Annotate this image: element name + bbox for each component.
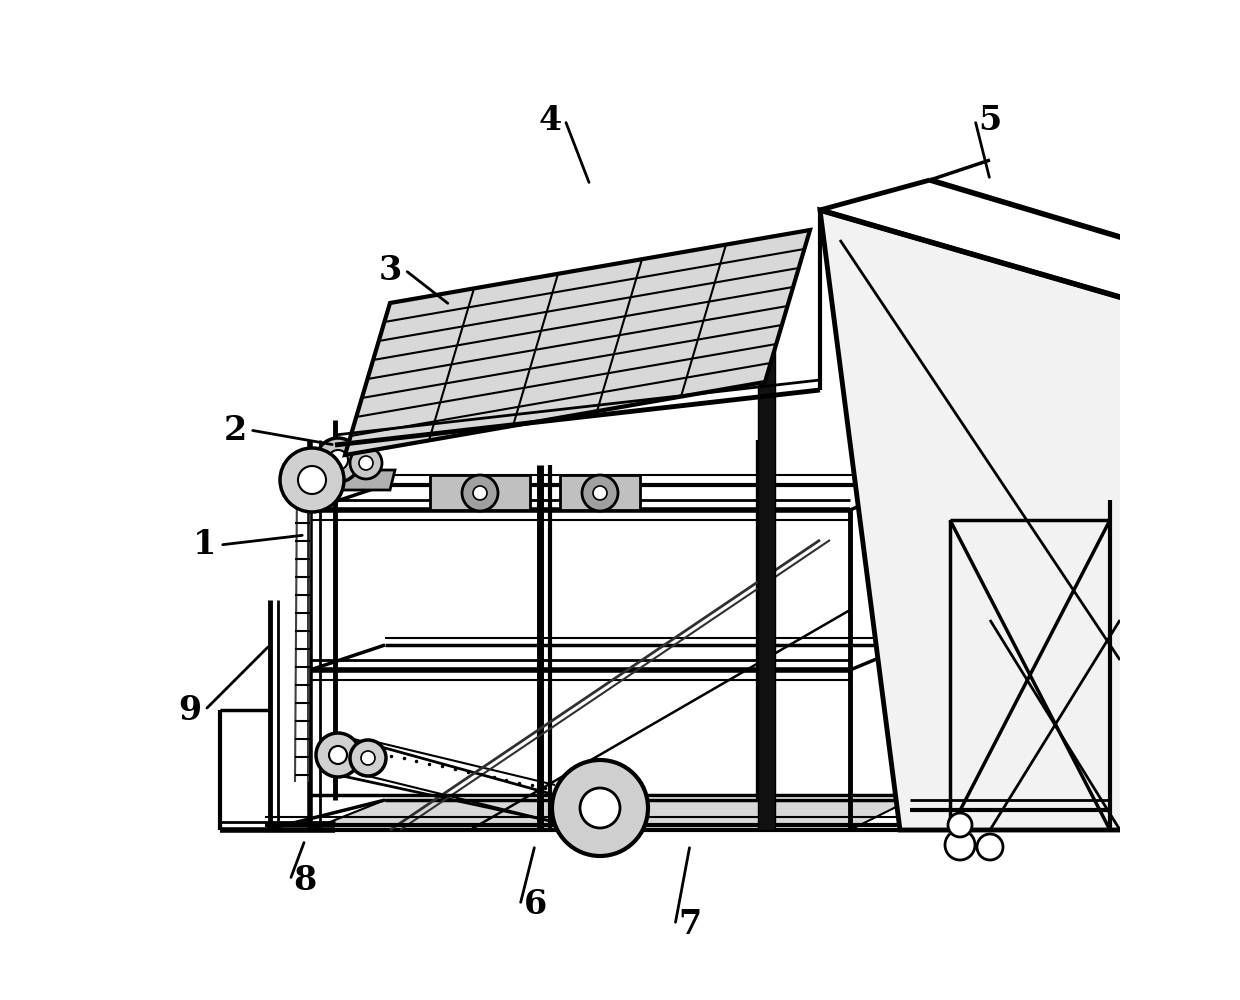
Text: 3: 3 [378,253,402,286]
Text: 1: 1 [193,528,217,562]
Circle shape [350,740,386,776]
Circle shape [977,834,1003,860]
Text: 5: 5 [978,104,1002,136]
Circle shape [360,456,373,470]
Polygon shape [340,470,396,490]
Circle shape [350,447,382,479]
Circle shape [582,475,618,511]
Circle shape [552,760,649,856]
Polygon shape [310,800,910,830]
Circle shape [949,813,972,837]
Circle shape [361,751,374,765]
Circle shape [580,788,620,828]
Text: 9: 9 [179,694,202,726]
Circle shape [593,486,608,500]
Circle shape [945,830,975,860]
Polygon shape [758,240,775,830]
Circle shape [316,438,360,482]
Circle shape [329,450,348,470]
Circle shape [463,475,498,511]
Circle shape [472,486,487,500]
Circle shape [280,448,343,512]
Text: 4: 4 [538,104,562,136]
Polygon shape [820,210,1130,830]
Text: 8: 8 [294,863,316,896]
Circle shape [298,466,326,494]
Polygon shape [345,230,810,455]
Text: 6: 6 [523,888,547,922]
Circle shape [316,733,360,777]
Circle shape [329,746,347,764]
Polygon shape [430,475,529,510]
Text: 7: 7 [678,908,702,942]
Polygon shape [560,475,640,510]
Text: 2: 2 [223,414,247,446]
